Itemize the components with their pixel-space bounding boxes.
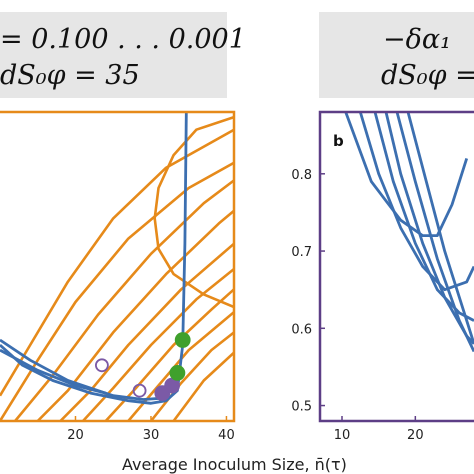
- panel-b-header-line1: −δα₁: [383, 24, 451, 55]
- panel-b-plot: 0.5 0.6 0.7 0.8 10 20 b: [291, 110, 474, 443]
- panel-a-curve-0-0: [0, 128, 234, 397]
- panel-b-ytick-label-3: 0.8: [291, 168, 312, 183]
- panel-a-curve-2-2: [0, 348, 107, 395]
- panel-b-ytick-label-2: 0.7: [291, 245, 312, 260]
- panel-b-header-line2: dS₀φ =: [381, 60, 474, 91]
- panel-b-curve-0: [344, 112, 469, 237]
- panel-b-xtick-label-1: 20: [407, 428, 424, 443]
- panel-a-curve-0-2: [14, 179, 234, 421]
- panel-b-curve-1: [358, 112, 474, 292]
- panel-a-marker-1: [132, 383, 147, 398]
- panel-b-ytick-label-1: 0.6: [291, 322, 312, 337]
- panel-a-marker-0: [95, 358, 109, 373]
- panel-a-curve-2-0: [0, 112, 188, 405]
- panel-a-plot: 20 30 40: [0, 110, 236, 443]
- panel-a-header: = 0.100 . . . 0.001 dS₀φ = 35: [0, 12, 246, 98]
- panel-a-frame: [0, 110, 236, 423]
- panel-a-header-line2: dS₀φ = 35: [0, 60, 140, 91]
- x-axis-label: Average Inoculum Size, n̄(τ): [122, 455, 347, 474]
- panel-b-curve-4: [395, 112, 474, 353]
- panel-b-xtick-label-0: 10: [334, 428, 351, 443]
- panel-a-header-line1: = 0.100 . . . 0.001: [0, 24, 246, 55]
- panel-a-curve-0-3: [36, 209, 234, 421]
- panel-a-xtick-label-1: 30: [143, 428, 160, 443]
- panel-a-curve-0-4: [59, 242, 234, 421]
- panel-a-curve-0-9: [172, 351, 234, 421]
- panel-a-marker-5: [174, 332, 191, 348]
- panel-b-curve-5: [406, 112, 474, 345]
- panel-a-curve-1-0: [153, 115, 234, 309]
- panel-a-xtick-label-2: 40: [218, 428, 235, 443]
- panel-b-curve-2: [373, 112, 474, 322]
- panel-a-curve-0-7: [127, 311, 234, 421]
- panel-b-header: −δα₁ dS₀φ =: [319, 12, 474, 98]
- panel-b-ytick-label-0: 0.5: [291, 400, 312, 415]
- panel-a-marker-4: [169, 364, 186, 381]
- panel-a-xtick-label-0: 20: [67, 428, 84, 443]
- panel-a-curve-0-5: [82, 267, 234, 421]
- panel-b-frame: [318, 110, 474, 423]
- panel-b-label: b: [333, 132, 344, 150]
